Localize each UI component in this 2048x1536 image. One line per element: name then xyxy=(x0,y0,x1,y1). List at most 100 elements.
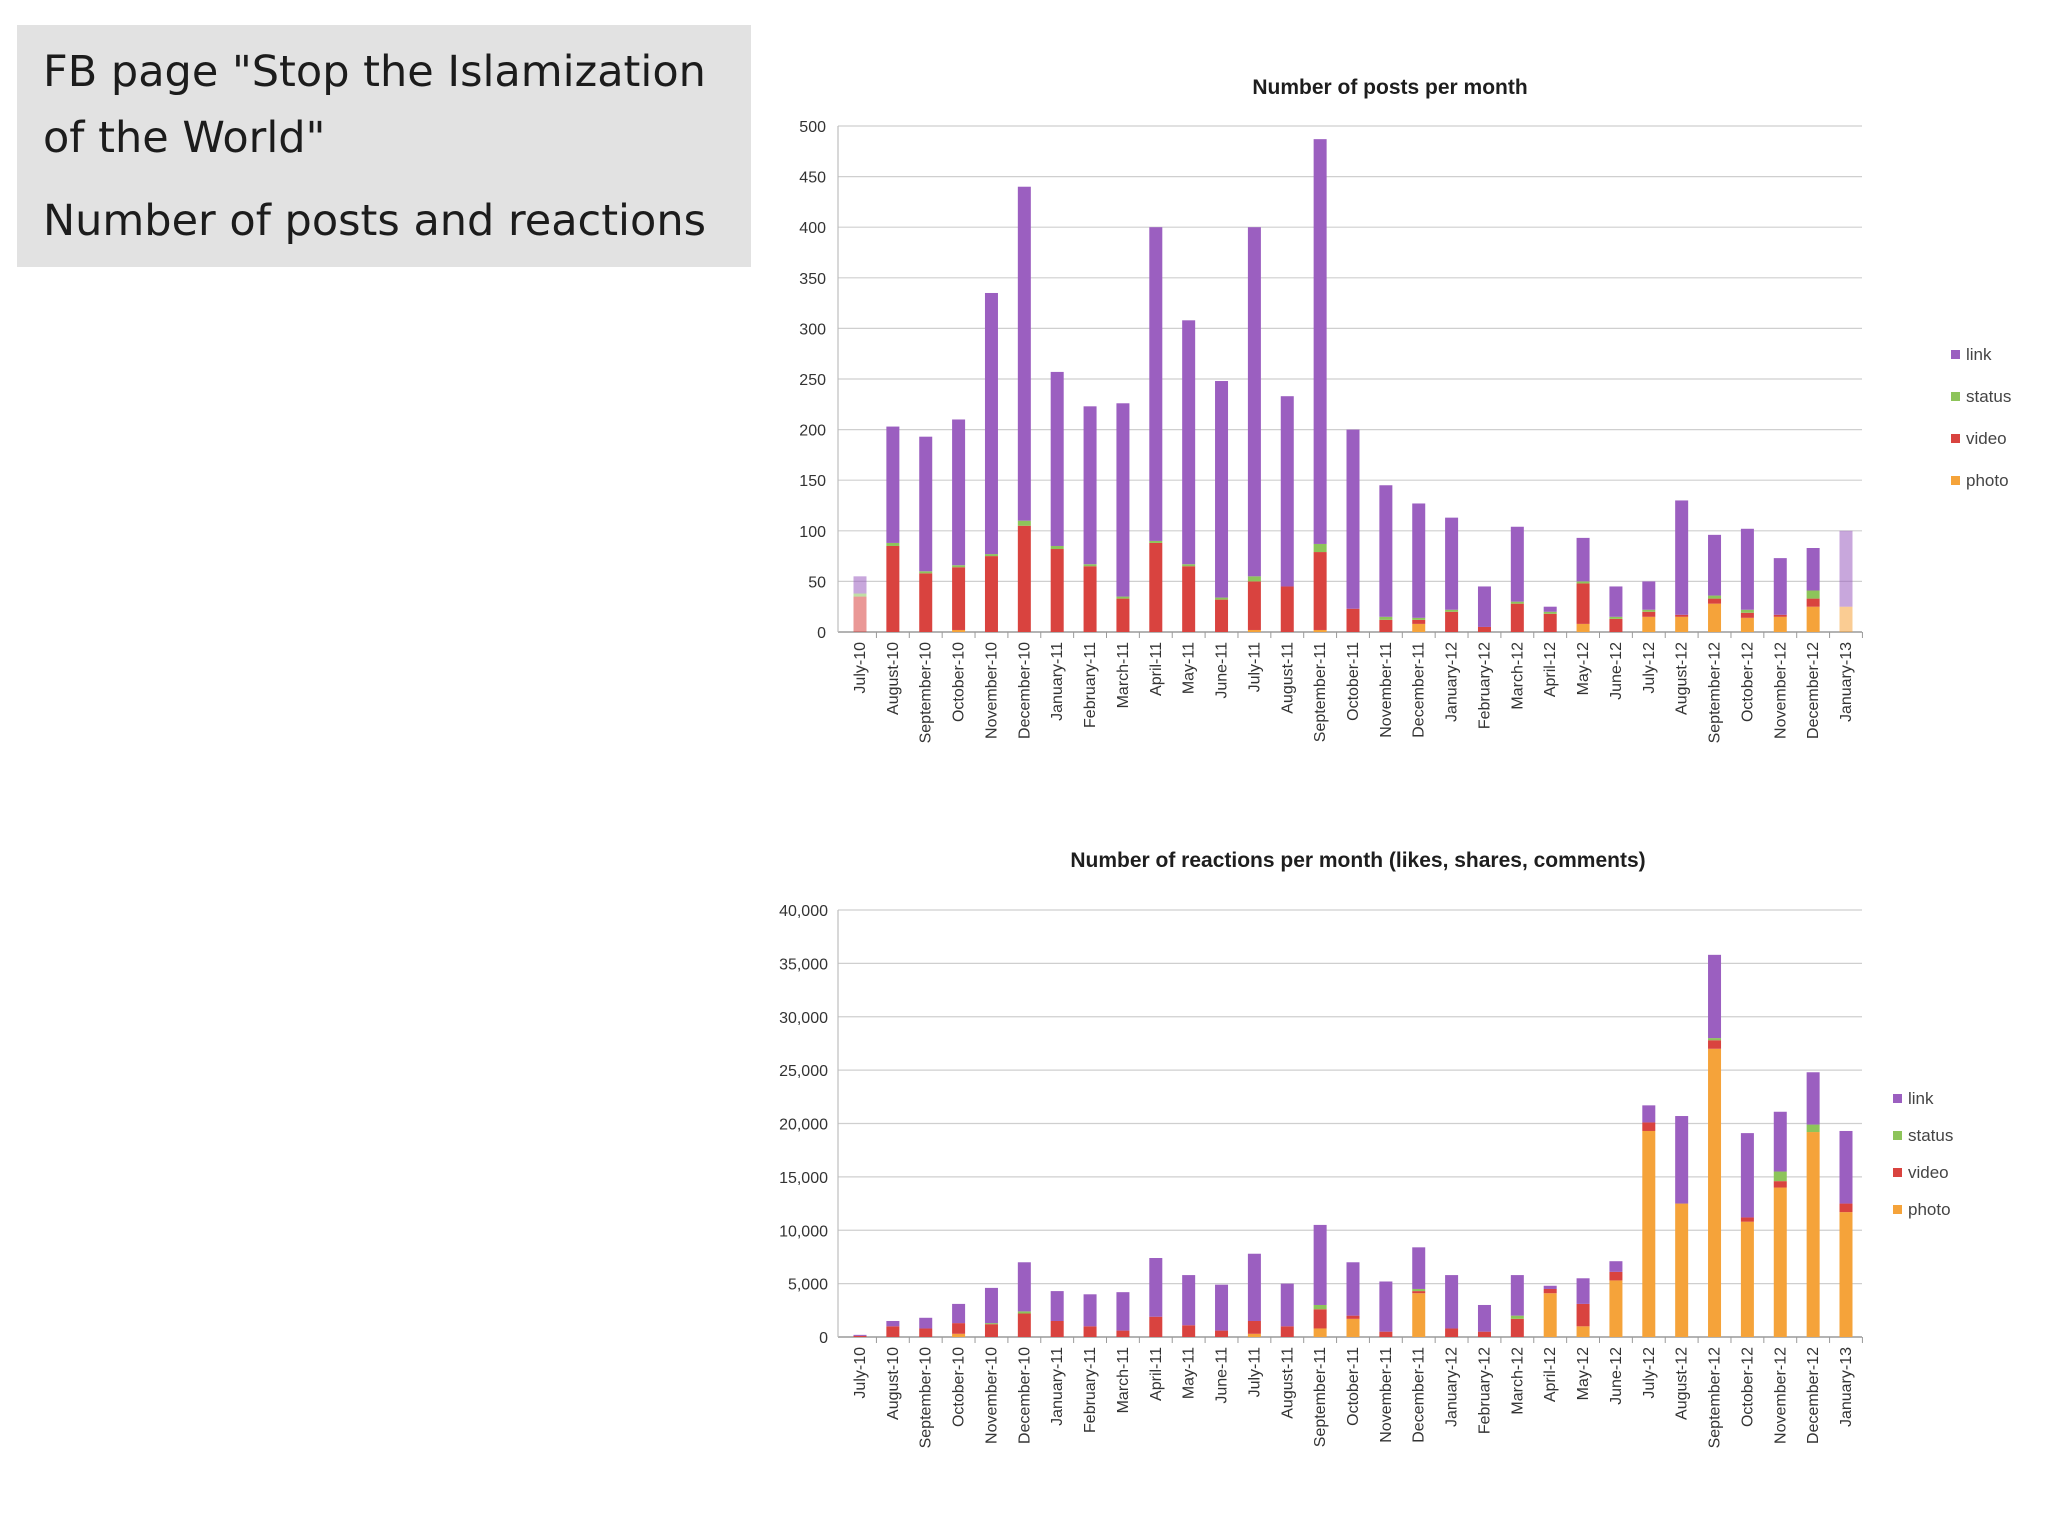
bar-link xyxy=(1806,1072,1820,1125)
bar-link xyxy=(1839,1130,1853,1204)
chart-2: Number of reactions per month (likes, sh… xyxy=(779,849,1953,1448)
x-tick-label: September-10 xyxy=(918,642,935,743)
legend-label-link: link xyxy=(1966,345,1992,364)
x-tick-label: May-12 xyxy=(1575,642,1592,695)
bar-status xyxy=(1182,564,1196,567)
bar-status xyxy=(853,593,867,597)
bar-video xyxy=(1017,1313,1031,1337)
bar-video xyxy=(1740,1217,1754,1222)
bar-video xyxy=(853,596,867,632)
bar-photo xyxy=(1313,629,1327,632)
bar-video xyxy=(1379,1331,1393,1337)
bar-photo xyxy=(1247,1333,1261,1337)
x-tick-label: November-10 xyxy=(983,642,1000,739)
bar-status xyxy=(1412,617,1426,620)
x-tick-label: January-11 xyxy=(1049,1347,1066,1426)
bar-photo xyxy=(1740,1221,1754,1337)
bar-link xyxy=(1708,534,1722,596)
bar-link xyxy=(1313,139,1327,544)
bar-video xyxy=(1642,611,1656,617)
bar-link xyxy=(1609,1261,1623,1272)
bar-status xyxy=(1708,1038,1722,1041)
legend-label-status: status xyxy=(1908,1126,1953,1145)
y-tick-label: 5,000 xyxy=(788,1277,828,1294)
y-tick-label: 350 xyxy=(799,271,826,288)
x-tick-label: October-10 xyxy=(951,1347,968,1427)
bar-status xyxy=(1215,597,1229,600)
bar-link xyxy=(1543,1285,1557,1289)
bar-video xyxy=(1149,1316,1163,1337)
bar-photo xyxy=(1247,629,1261,632)
x-tick-label: January-12 xyxy=(1444,1347,1461,1427)
y-tick-label: 40,000 xyxy=(779,903,828,920)
bar-photo xyxy=(1773,616,1787,632)
chart-1: Number of posts per month 0 50 100 150 200 250… xyxy=(799,76,2011,743)
bar-link xyxy=(952,1303,966,1324)
bar-photo xyxy=(1642,616,1656,632)
y-tick-label: 15,000 xyxy=(779,1170,828,1187)
y-tick-label: 25,000 xyxy=(779,1063,828,1080)
bar-link xyxy=(1379,1281,1393,1332)
x-tick-label: December-12 xyxy=(1805,1347,1822,1444)
bar-link xyxy=(1215,381,1229,598)
bar-photo xyxy=(1313,1328,1327,1337)
bar-status xyxy=(1510,1315,1524,1319)
y-tick-label: 50 xyxy=(808,574,826,591)
bar-status xyxy=(1609,616,1623,619)
x-tick-label: August-10 xyxy=(885,642,902,715)
bar-link xyxy=(1773,1111,1787,1172)
chart-title: Number of reactions per month (likes, sh… xyxy=(1070,849,1645,872)
bar-video xyxy=(886,545,900,632)
bar-link xyxy=(1050,371,1064,546)
x-tick-label: August-11 xyxy=(1279,1347,1296,1419)
bar-video xyxy=(1609,618,1623,632)
bar-photo xyxy=(1839,1212,1853,1337)
bar-photo xyxy=(1839,606,1853,632)
bar-photo xyxy=(952,1333,966,1337)
bar-status xyxy=(1247,576,1261,582)
bar-status xyxy=(952,565,966,568)
bar-link xyxy=(919,1317,933,1329)
bar-video xyxy=(952,567,966,630)
x-tick-label: December-10 xyxy=(1016,1347,1033,1444)
bar-photo xyxy=(1609,1280,1623,1337)
bar-link xyxy=(1609,586,1623,617)
bar-video xyxy=(1050,549,1064,632)
bar-video xyxy=(1708,1040,1722,1049)
x-tick-label: June-11 xyxy=(1214,642,1231,699)
bar-status xyxy=(1313,543,1327,553)
bar-video xyxy=(1083,566,1097,632)
x-tick-label: July-10 xyxy=(852,642,869,694)
x-tick-label: July-11 xyxy=(1246,1347,1263,1397)
x-tick-label: January-13 xyxy=(1838,1347,1855,1427)
x-tick-label: September-10 xyxy=(918,1347,935,1448)
legend-swatch-video xyxy=(1951,434,1960,443)
legend-swatch-link xyxy=(1951,350,1960,359)
x-tick-label: November-12 xyxy=(1772,1347,1789,1444)
x-tick-label: July-10 xyxy=(852,1347,869,1399)
y-tick-label: 200 xyxy=(799,423,826,440)
bar-link xyxy=(1247,227,1261,577)
bar-video xyxy=(1280,1326,1294,1337)
bar-video xyxy=(1773,1181,1787,1188)
bar-video xyxy=(1050,1320,1064,1337)
x-tick-label: February-12 xyxy=(1476,642,1493,729)
x-tick-label: February-11 xyxy=(1082,642,1099,728)
legend-swatch-status xyxy=(1951,392,1960,401)
legend-swatch-video xyxy=(1893,1168,1902,1177)
bar-video xyxy=(1313,552,1327,630)
bar-status xyxy=(1017,520,1031,526)
bar-video xyxy=(1017,525,1031,632)
bar-link xyxy=(1675,1116,1689,1204)
bar-status xyxy=(919,571,933,574)
x-tick-label: September-11 xyxy=(1312,1347,1329,1447)
legend-swatch-link xyxy=(1893,1094,1902,1103)
bar-link xyxy=(1740,528,1754,610)
bar-video xyxy=(1182,1325,1196,1337)
bar-photo xyxy=(1740,617,1754,632)
x-tick-label: April-11 xyxy=(1148,1347,1165,1401)
bar-video xyxy=(1346,608,1360,632)
bar-link xyxy=(1017,186,1031,521)
bar-video xyxy=(1576,1303,1590,1327)
y-tick-label: 300 xyxy=(799,321,826,338)
